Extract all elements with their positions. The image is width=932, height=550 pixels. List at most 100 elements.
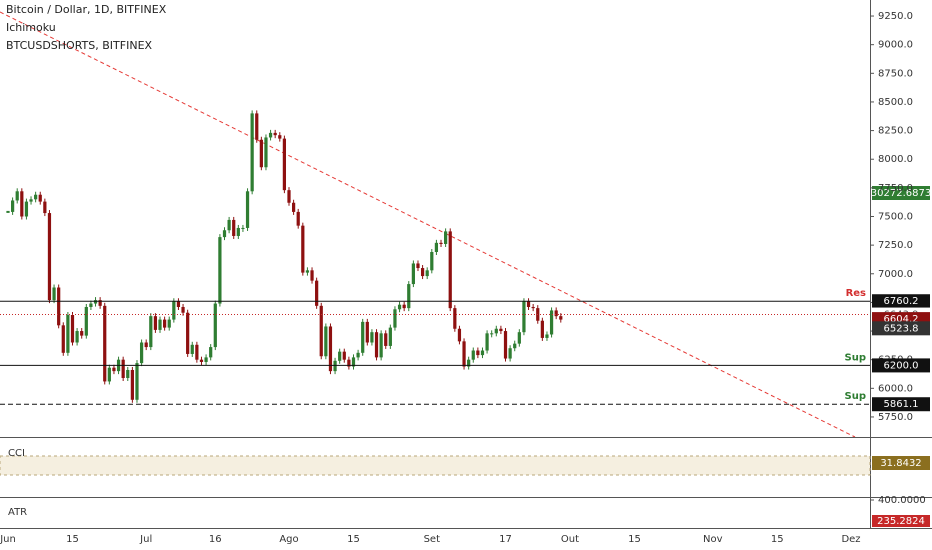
- candle-body: [241, 227, 245, 229]
- x-tick-label: 15: [628, 534, 641, 545]
- overlay-name: BTCUSDSHORTS, BITFINEX: [6, 39, 153, 52]
- candle-body: [549, 310, 554, 335]
- candle-body: [93, 300, 98, 304]
- candle-body: [255, 113, 259, 140]
- x-tick-label: 17: [499, 534, 512, 545]
- indicator-name: Ichimoku: [6, 21, 56, 34]
- candle-body: [282, 138, 287, 191]
- candle-body: [227, 219, 231, 231]
- candle-body: [70, 315, 75, 343]
- candle-body: [384, 333, 388, 346]
- candle-body: [503, 331, 508, 359]
- candle-body: [52, 287, 56, 301]
- overlay-tag-text: 30272.6873: [871, 188, 931, 199]
- price-tag-text: 6523.8: [884, 323, 919, 334]
- candle-body: [393, 309, 397, 328]
- candle-body: [176, 301, 181, 307]
- candle-body: [89, 303, 93, 307]
- x-tick-label: Out: [561, 534, 579, 545]
- cci-tag: [872, 456, 930, 470]
- level-tag: [872, 358, 930, 373]
- candle-body: [444, 231, 448, 244]
- atr-tag: [872, 515, 930, 527]
- cci-tag-text: 31.8432: [880, 458, 921, 469]
- candle-body: [476, 350, 480, 356]
- candle-body: [153, 316, 158, 330]
- candle-body: [278, 135, 282, 139]
- cci-label: CCI: [8, 448, 25, 459]
- atr-label: ATR: [8, 507, 27, 518]
- candle-body: [236, 227, 240, 236]
- atr-tag-text: 235.2824: [877, 516, 925, 527]
- candle-body: [34, 194, 38, 200]
- candle-body: [126, 369, 130, 379]
- candle-body: [513, 343, 517, 349]
- candle-body: [434, 242, 439, 253]
- candle-body: [20, 191, 24, 217]
- candle-body: [250, 113, 254, 192]
- candle-body: [531, 306, 535, 309]
- y-tick-label: 7500.0: [878, 211, 913, 222]
- candle-body: [291, 202, 296, 212]
- level-name: Sup: [845, 391, 866, 402]
- candle-body: [402, 304, 406, 309]
- candle-body: [222, 230, 227, 238]
- candle-body: [107, 367, 111, 382]
- candle-body: [112, 367, 116, 372]
- candle-body: [379, 333, 383, 358]
- candle-body: [172, 301, 176, 320]
- candle-body: [199, 359, 204, 362]
- candle-body: [305, 270, 310, 273]
- candle-body: [430, 252, 434, 271]
- candle-body: [356, 352, 360, 358]
- candle-body: [38, 194, 42, 202]
- candle-body: [471, 350, 475, 360]
- x-tick-label: Set: [424, 534, 441, 545]
- candle-body: [448, 231, 452, 309]
- x-tick-label: Jul: [139, 534, 152, 545]
- y-tick-label: 8000.0: [878, 154, 913, 165]
- level-tag: [872, 397, 930, 412]
- candle-body: [264, 137, 268, 168]
- x-tick-label: Dez: [841, 534, 860, 545]
- candle-body: [47, 213, 52, 301]
- y-tick-label: 7250.0: [878, 240, 913, 251]
- candle-body: [351, 357, 356, 367]
- y-tick-label: 8750.0: [878, 68, 913, 79]
- candle-body: [361, 321, 365, 353]
- x-tick-label: Ago: [279, 534, 298, 545]
- price-tag: [872, 321, 930, 336]
- x-tick-label: 15: [771, 534, 784, 545]
- candle-body: [296, 211, 300, 226]
- candle-body: [480, 350, 485, 356]
- candle-body: [420, 268, 425, 277]
- candle-body: [158, 319, 162, 330]
- x-tick-label: 16: [209, 534, 222, 545]
- candle-body: [213, 303, 217, 348]
- level-tag-text: 6200.0: [884, 360, 919, 371]
- cci-band: [0, 455, 871, 476]
- candle-body: [499, 328, 503, 332]
- candle-body: [333, 360, 337, 372]
- candle-body: [287, 190, 291, 203]
- y-tick-label: 6000.0: [878, 383, 913, 394]
- candle-body: [319, 305, 323, 357]
- x-tick-label: Nov: [703, 534, 723, 545]
- y-tick-label: 9250.0: [878, 11, 913, 22]
- candle-body: [328, 326, 333, 372]
- x-tick-label: 15: [347, 534, 360, 545]
- candle-body: [259, 139, 263, 168]
- candle-body: [554, 310, 558, 317]
- candle-body: [301, 225, 305, 273]
- candle-body: [490, 333, 494, 335]
- y-tick-label: 7750.0: [878, 183, 913, 194]
- candle-body: [268, 132, 273, 138]
- candle-body: [232, 219, 236, 236]
- candle-body: [195, 344, 199, 360]
- symbol-title: Bitcoin / Dollar, 1D, BITFINEX: [6, 3, 167, 16]
- candle-body: [462, 341, 466, 367]
- candle-body: [61, 325, 65, 353]
- candle-body: [103, 305, 107, 382]
- candle-body: [508, 348, 512, 359]
